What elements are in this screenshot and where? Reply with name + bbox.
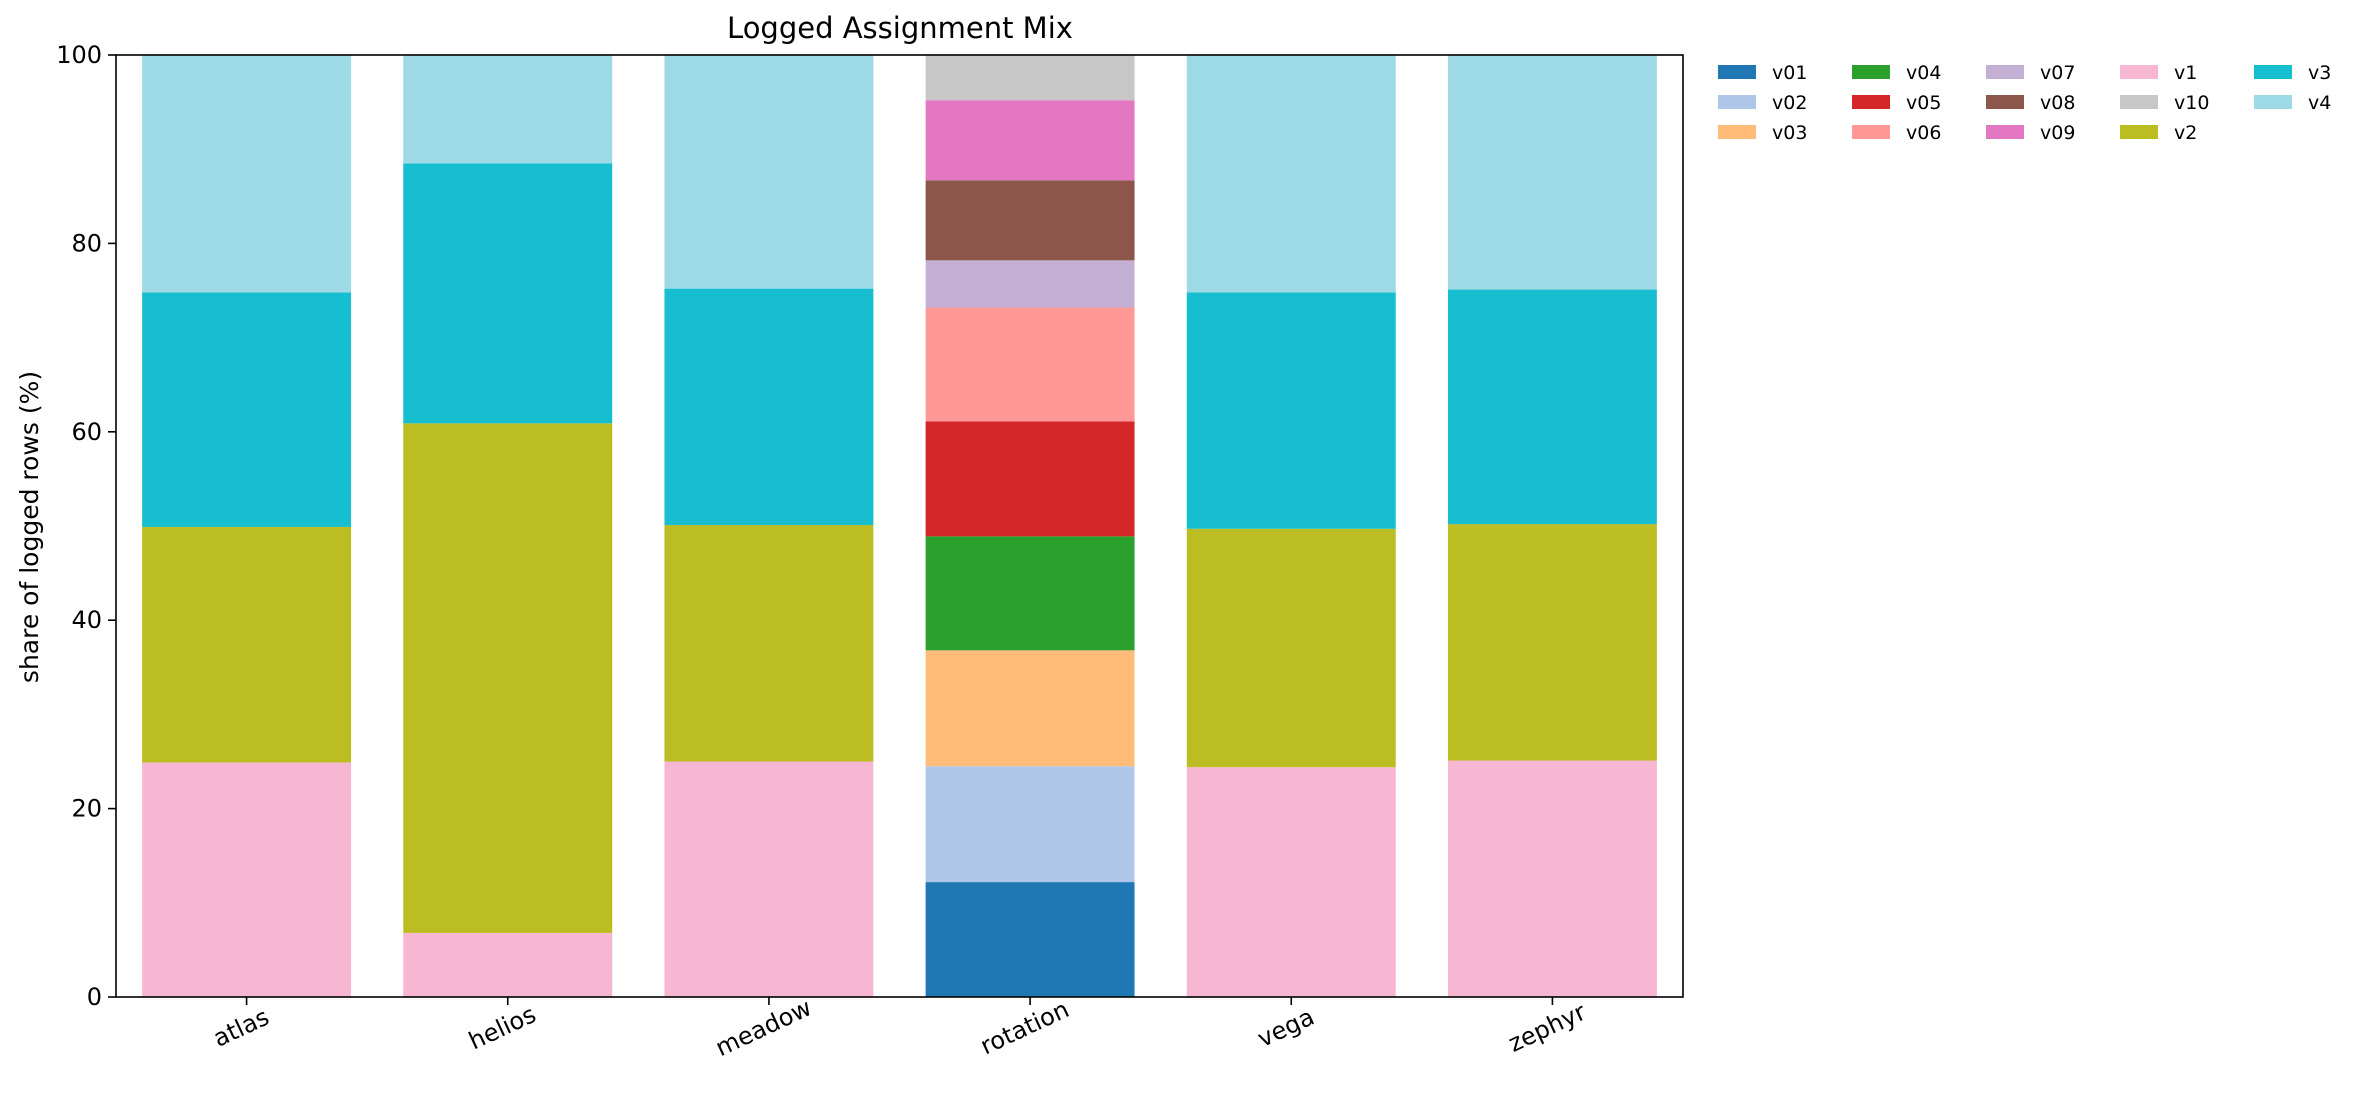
legend-label-v09: v09 [2040,122,2075,144]
bar-segment-atlas-v4 [142,55,352,293]
legend-swatch-v03 [1718,125,1756,139]
bar-segment-vega-v4 [1186,55,1396,293]
bar-segment-rotation-v06 [925,307,1135,422]
bar-segment-rotation-v07 [925,260,1135,308]
legend-swatch-v4 [2254,95,2292,109]
y-axis-ticks: 0 20 40 60 80 100 [56,41,116,1011]
legend-swatch-v3 [2254,65,2292,79]
legend-swatch-v08 [1986,95,2024,109]
bar-segment-meadow-v2 [664,525,874,762]
x-tick-label: atlas [209,1003,273,1053]
bar-segment-atlas-v2 [142,526,352,763]
legend-swatch-v01 [1718,65,1756,79]
bar-segment-rotation-v10 [925,55,1135,101]
x-tick-label: helios [465,1000,541,1055]
legend-swatch-v02 [1718,95,1756,109]
bar-segment-helios-v1 [403,932,613,997]
bar-segment-rotation-v02 [925,766,1135,883]
bar-segment-vega-v1 [1186,767,1396,997]
bar-segment-zephyr-v1 [1447,760,1657,997]
legend-label-v08: v08 [2040,92,2075,114]
bar-segment-vega-v3 [1186,292,1396,529]
legend-label-v01: v01 [1772,62,1807,84]
legend-swatch-v10 [2120,95,2158,109]
bar-segment-meadow-v4 [664,55,874,289]
bar-segment-rotation-v03 [925,650,1135,767]
bar-segment-meadow-v1 [664,761,874,997]
bar-segment-rotation-v09 [925,100,1135,181]
bar-segment-helios-v2 [403,423,613,933]
bar-segments [142,55,1657,997]
bar-segment-vega-v2 [1186,528,1396,768]
x-tick-label: rotation [976,995,1073,1060]
y-tick-label: 20 [71,795,102,823]
plot-frame [115,54,1684,998]
legend-swatch-v04 [1852,65,1890,79]
legend-label-v10: v10 [2174,92,2209,114]
y-tick-label: 80 [71,229,102,257]
bar-segment-helios-v4 [403,55,613,164]
x-tick-label: zephyr [1504,998,1590,1058]
y-tick-label: 0 [87,983,102,1011]
legend-swatch-v05 [1852,95,1890,109]
legend-swatch-v1 [2120,65,2158,79]
bar-segment-rotation-v04 [925,536,1135,651]
y-tick-label: 40 [71,606,102,634]
bar-segment-meadow-v3 [664,288,874,526]
bar-segment-zephyr-v4 [1447,55,1657,290]
y-tick-label: 60 [71,418,102,446]
y-tick-label: 100 [56,41,102,69]
legend-swatch-v07 [1986,65,2024,79]
legend-label-v3: v3 [2308,62,2331,84]
legend-label-v4: v4 [2308,92,2331,114]
legend-label-v03: v03 [1772,122,1807,144]
bar-segment-atlas-v3 [142,292,352,527]
legend-label-v04: v04 [1906,62,1941,84]
legend-label-v06: v06 [1906,122,1941,144]
x-tick-label: vega [1253,1003,1318,1053]
bar-segment-rotation-v08 [925,180,1135,261]
legend: v01 v02 v03 v04 v05 v06 v07 v08 v09 v1 v10 v2 v3 v4 [1718,62,2331,144]
y-axis-label: share of logged rows (%) [15,371,44,683]
legend-swatch-v09 [1986,125,2024,139]
legend-label-v02: v02 [1772,92,1807,114]
legend-swatch-v06 [1852,125,1890,139]
x-tick-label: meadow [711,993,816,1062]
legend-label-v05: v05 [1906,92,1941,114]
x-axis-ticks: atlas helios meadow rotation vega zephyr [209,993,1590,1062]
bar-segment-atlas-v1 [142,762,352,997]
bar-segment-zephyr-v2 [1447,524,1657,761]
legend-label-v07: v07 [2040,62,2075,84]
bar-segment-rotation-v05 [925,421,1135,537]
legend-label-v1: v1 [2174,62,2197,84]
legend-swatch-v2 [2120,125,2158,139]
bar-segment-zephyr-v3 [1447,289,1657,525]
legend-label-v2: v2 [2174,122,2197,144]
bar-segment-rotation-v01 [925,882,1135,997]
bar-segment-helios-v3 [403,163,613,424]
chart-title: Logged Assignment Mix [727,11,1073,45]
